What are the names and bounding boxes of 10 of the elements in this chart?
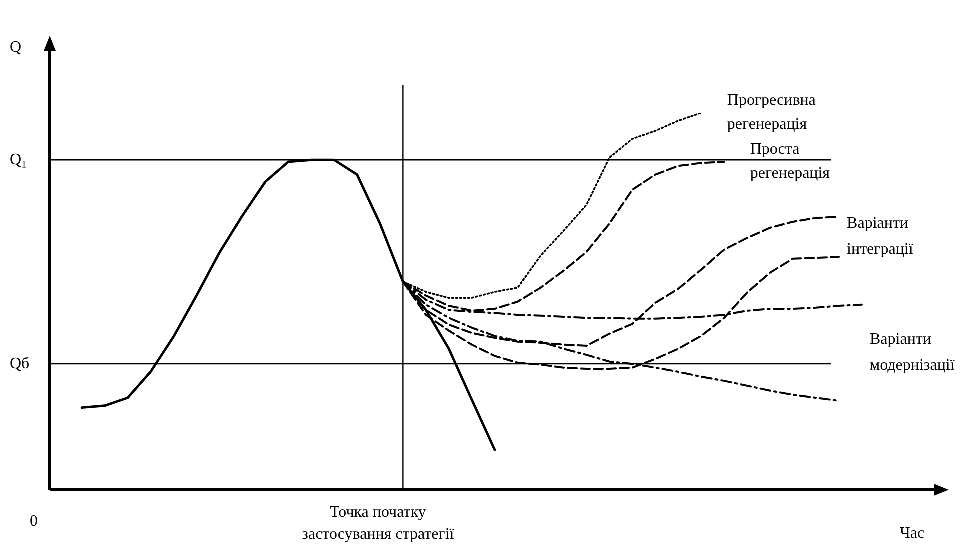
x-axis-title: Час xyxy=(900,525,925,542)
text: Точка початку застосування стратегії xyxy=(302,504,454,544)
ref-line-label: Q₁ xyxy=(10,151,28,168)
text: 0 xyxy=(30,513,38,530)
series-label: Проста регенерація xyxy=(750,141,831,182)
ref-line-label: Qб xyxy=(10,355,30,372)
annotation: Варіанти модернізації xyxy=(870,331,956,374)
annotation: Варіанти інтеграції xyxy=(847,215,914,258)
y-axis-title: Q xyxy=(10,39,22,56)
series-label: Прогресивна регенерація xyxy=(727,92,816,134)
